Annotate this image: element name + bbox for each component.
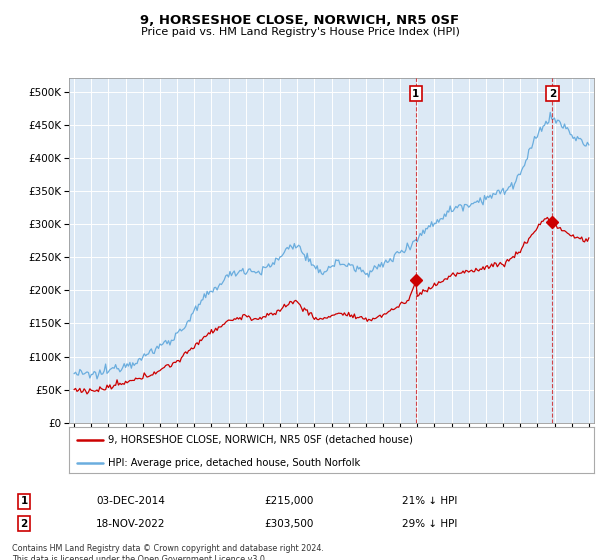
Text: 03-DEC-2014: 03-DEC-2014 <box>96 496 165 506</box>
Text: 18-NOV-2022: 18-NOV-2022 <box>96 519 166 529</box>
Text: Contains HM Land Registry data © Crown copyright and database right 2024.
This d: Contains HM Land Registry data © Crown c… <box>12 544 324 560</box>
Text: 1: 1 <box>412 88 419 99</box>
Text: 2: 2 <box>549 88 556 99</box>
Text: 1: 1 <box>20 496 28 506</box>
Text: HPI: Average price, detached house, South Norfolk: HPI: Average price, detached house, Sout… <box>109 458 361 468</box>
Text: £303,500: £303,500 <box>264 519 313 529</box>
Text: 29% ↓ HPI: 29% ↓ HPI <box>402 519 457 529</box>
Text: 2: 2 <box>20 519 28 529</box>
Text: Price paid vs. HM Land Registry's House Price Index (HPI): Price paid vs. HM Land Registry's House … <box>140 27 460 37</box>
Text: 9, HORSESHOE CLOSE, NORWICH, NR5 0SF: 9, HORSESHOE CLOSE, NORWICH, NR5 0SF <box>140 14 460 27</box>
Text: 9, HORSESHOE CLOSE, NORWICH, NR5 0SF (detached house): 9, HORSESHOE CLOSE, NORWICH, NR5 0SF (de… <box>109 435 413 445</box>
Text: 21% ↓ HPI: 21% ↓ HPI <box>402 496 457 506</box>
Text: £215,000: £215,000 <box>264 496 313 506</box>
